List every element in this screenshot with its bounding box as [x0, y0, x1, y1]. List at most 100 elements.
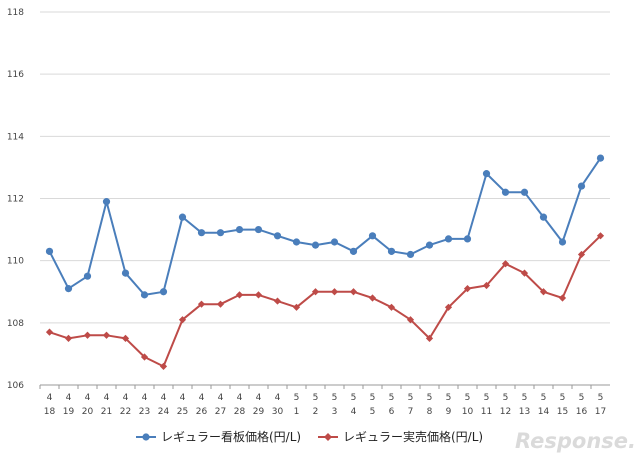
x-tick-label-month: 5: [484, 393, 490, 403]
response-logo: Response.: [515, 429, 636, 453]
data-point-s1-11: [254, 291, 263, 299]
x-tick-label-day: 2: [313, 407, 319, 417]
data-point-s1-12: [273, 297, 282, 305]
data-point-s1-16: [349, 288, 358, 296]
x-tick-label-month: 5: [503, 393, 509, 403]
data-point-s0-10: [235, 225, 244, 234]
data-point-s0-13: [292, 238, 301, 246]
x-tick-label-month: 5: [446, 393, 452, 403]
data-point-s1-0: [45, 328, 54, 336]
data-point-s1-7: [178, 316, 187, 324]
x-tick-label-month: 4: [180, 393, 186, 403]
x-tick-label-month: 4: [237, 393, 243, 403]
x-tick-label-month: 5: [541, 393, 547, 403]
x-tick-label-day: 5: [370, 407, 376, 417]
data-point-s1-3: [102, 331, 111, 339]
x-tick-label-month: 4: [123, 393, 129, 403]
data-point-s0-11: [254, 225, 263, 234]
x-tick-label-month: 5: [408, 393, 414, 403]
data-point-s0-20: [425, 241, 434, 249]
y-axis-ticks: 106 108 110 112 114 116 118: [7, 8, 24, 391]
y-tick-label: 116: [7, 70, 24, 80]
x-tick-label-month: 4: [104, 393, 110, 403]
data-point-s0-4: [121, 269, 130, 277]
x-tick-label-month: 4: [275, 393, 281, 403]
data-point-s0-3: [102, 198, 111, 206]
x-tick-label-month: 4: [256, 393, 262, 403]
x-tick-label-day: 18: [44, 407, 56, 417]
x-tick-label-day: 28: [234, 407, 246, 417]
response-logo-text: Response.: [515, 429, 636, 453]
x-tick-label-month: 5: [294, 393, 300, 403]
x-tick-label-day: 12: [500, 407, 511, 417]
data-point-s0-19: [406, 250, 415, 259]
data-point-s0-16: [349, 247, 358, 255]
x-tick-label-month: 5: [522, 393, 528, 403]
data-point-s1-20: [425, 334, 434, 342]
x-tick-label-day: 29: [253, 407, 265, 417]
x-tick-label-month: 5: [598, 393, 604, 403]
data-point-s1-27: [558, 294, 567, 302]
x-tick-label-day: 6: [389, 407, 395, 417]
data-point-s1-29: [596, 232, 605, 240]
x-tick-label-day: 14: [538, 407, 550, 417]
x-tick-label-month: 5: [313, 393, 319, 403]
data-point-s1-24: [501, 260, 510, 268]
data-point-s0-26: [539, 213, 548, 221]
x-tick-label-month: 5: [389, 393, 395, 403]
x-tick-label-month: 4: [66, 393, 72, 403]
data-point-s1-23: [482, 281, 491, 290]
data-point-s0-0: [45, 247, 54, 255]
x-tick-label-day: 10: [462, 407, 474, 417]
data-point-s0-15: [330, 238, 339, 246]
data-point-s0-21: [444, 235, 453, 243]
gridlines: [40, 11, 610, 324]
y-tick-label: 118: [7, 8, 24, 18]
data-point-s0-6: [159, 288, 168, 296]
data-point-s0-22: [463, 235, 472, 243]
y-tick-label: 114: [7, 132, 24, 142]
data-point-s1-21: [444, 303, 453, 311]
x-tick-label-month: 4: [85, 393, 91, 403]
data-point-s0-8: [197, 229, 206, 237]
data-point-s0-29: [596, 154, 605, 162]
data-point-s1-15: [330, 288, 339, 296]
y-tick-label: 110: [7, 257, 24, 267]
data-point-s0-23: [482, 170, 491, 178]
data-point-s1-19: [406, 316, 415, 324]
data-point-s0-17: [368, 232, 377, 240]
x-tick-label-day: 27: [215, 407, 226, 417]
x-tick-label-month: 4: [218, 393, 224, 403]
data-point-s1-10: [235, 291, 244, 299]
data-point-s0-9: [216, 229, 225, 237]
x-tick-label-month: 5: [370, 393, 376, 403]
x-tick-label-day: 1: [294, 407, 300, 417]
data-point-s1-18: [387, 303, 396, 311]
x-tick-label-day: 26: [196, 407, 208, 417]
legend-item-actual-price: レギュラー実売価格(円/L): [318, 429, 483, 444]
x-tick-label-day: 8: [427, 407, 433, 417]
series-line-1: [49, 235, 602, 368]
data-point-s1-14: [311, 288, 320, 296]
data-point-s0-25: [520, 188, 529, 196]
data-point-s0-7: [178, 213, 187, 221]
x-tick-label-day: 21: [101, 407, 112, 417]
legend-label-actual-price: レギュラー実売価格(円/L): [343, 429, 483, 444]
data-point-s1-4: [121, 334, 130, 342]
data-point-s0-27: [558, 238, 567, 246]
data-point-s1-6: [159, 362, 168, 370]
x-tick-label-day: 20: [82, 407, 94, 417]
data-point-s1-5: [140, 353, 149, 361]
legend: レギュラー看板価格(円/L) レギュラー実売価格(円/L): [136, 429, 483, 444]
x-tick-label-day: 25: [177, 407, 188, 417]
x-tick-label-day: 22: [120, 407, 131, 417]
x-tick-label-day: 15: [557, 407, 568, 417]
x-tick-label-month: 4: [142, 393, 148, 403]
data-point-s0-28: [577, 182, 586, 190]
x-tick-label-day: 4: [351, 407, 357, 417]
data-point-s1-17: [368, 294, 377, 302]
data-point-s1-9: [216, 300, 225, 308]
y-tick-label: 112: [7, 195, 24, 205]
x-tick-label-month: 5: [579, 393, 585, 403]
